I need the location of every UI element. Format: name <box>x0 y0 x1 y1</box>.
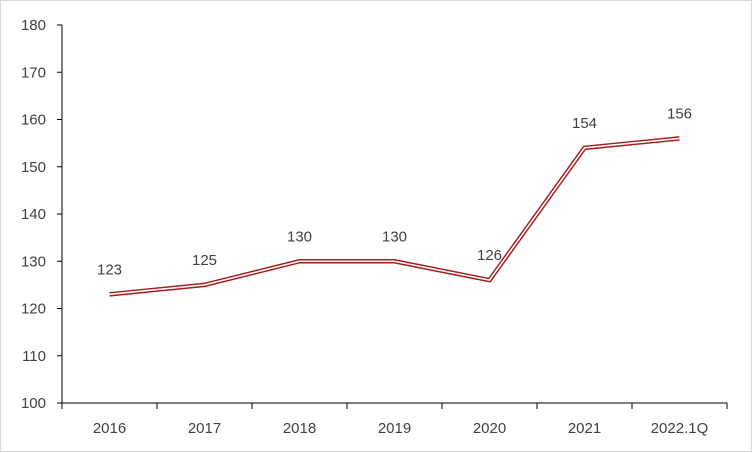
x-tick-label: 2017 <box>188 420 221 437</box>
x-tick-label: 2018 <box>283 420 316 437</box>
y-tick-label: 150 <box>21 159 46 176</box>
data-labels: 123 125 130 130 126 154 156 <box>97 105 692 278</box>
y-tick-label: 120 <box>21 301 46 318</box>
series-line <box>109 138 679 294</box>
data-label: 130 <box>287 228 312 245</box>
x-tick-label: 2019 <box>378 420 411 437</box>
y-tick-label: 140 <box>21 206 46 223</box>
x-axis: 2016 2017 2018 2019 2020 2021 2022.1Q <box>62 403 727 437</box>
x-tick-label: 2016 <box>93 420 126 437</box>
data-label: 156 <box>667 105 692 122</box>
series-line-outer <box>110 138 680 294</box>
series-line-inner <box>110 138 680 294</box>
x-tick-label: 2022.1Q <box>651 420 709 437</box>
y-tick-label: 130 <box>21 253 46 270</box>
data-label: 126 <box>477 247 502 264</box>
data-label: 130 <box>382 228 407 245</box>
y-tick-label: 100 <box>21 395 46 412</box>
y-tick-label: 170 <box>21 64 46 81</box>
data-label: 123 <box>97 261 122 278</box>
y-tick-label: 180 <box>21 17 46 34</box>
y-tick-label: 160 <box>21 112 46 129</box>
data-label: 154 <box>572 115 597 132</box>
y-axis: 100 110 120 130 140 150 160 170 180 <box>21 17 62 412</box>
x-tick-label: 2021 <box>568 420 601 437</box>
y-tick-label: 110 <box>22 348 46 365</box>
data-label: 125 <box>192 252 217 269</box>
x-tick-label: 2020 <box>473 420 506 437</box>
